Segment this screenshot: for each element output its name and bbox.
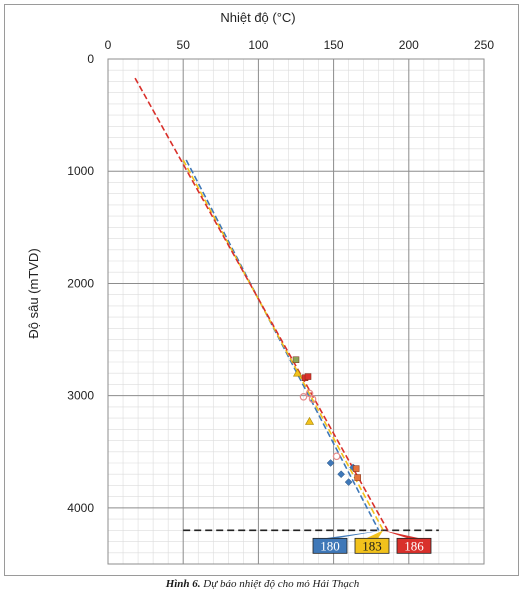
pointer-red xyxy=(383,530,420,539)
x-tick-label: 100 xyxy=(248,38,268,52)
figure-label: Hình 6. xyxy=(165,578,201,590)
figure-frame xyxy=(4,4,519,576)
y-tick-label: 4000 xyxy=(67,501,94,515)
x-axis-title: Nhiệt độ (°C) xyxy=(220,10,295,25)
prediction-label-blue: 180 xyxy=(320,538,340,553)
plot-border xyxy=(107,58,485,565)
y-tick-label: 0 xyxy=(87,52,94,66)
trend-line-red xyxy=(134,77,389,531)
data-point-blue xyxy=(326,459,335,467)
data-point-blue xyxy=(344,478,353,486)
data-point-pink xyxy=(308,395,317,403)
y-tick-label: 3000 xyxy=(67,389,94,403)
trend-line-yellow xyxy=(182,159,384,531)
data-point-orange xyxy=(354,474,361,481)
data-point-blue xyxy=(337,470,345,479)
data-point-green xyxy=(292,356,300,364)
y-axis-title: Độ sâu (mTVD) xyxy=(26,248,41,338)
prediction-box-blue xyxy=(312,537,348,554)
prediction-label-red: 186 xyxy=(404,538,424,553)
x-tick-label: 150 xyxy=(324,38,344,52)
prediction-box-yellow xyxy=(354,537,390,554)
figure-caption: Hình 6. Dự báo nhiệt độ cho mỏ Hải Thạch xyxy=(0,578,525,590)
pointer-blue xyxy=(324,530,384,539)
data-point-pink xyxy=(299,392,308,401)
data-point-yellow xyxy=(292,368,303,377)
data-point-pink xyxy=(332,452,341,461)
x-tick-label: 200 xyxy=(399,38,419,52)
x-tick-label: 250 xyxy=(474,38,494,52)
x-tick-label: 50 xyxy=(177,38,191,52)
y-tick-label: 1000 xyxy=(67,164,94,178)
chart: 0 50 100 150 200 250 0 1000 2000 3000 4000 Nhiệt độ… xyxy=(26,10,494,565)
data-point-red xyxy=(304,373,312,380)
figure-caption-text: Dự báo nhiệt độ cho mỏ Hải Thạch xyxy=(203,578,360,590)
data-point-yellow xyxy=(305,416,315,425)
prediction-box-red xyxy=(396,537,432,554)
x-tick-label: 0 xyxy=(105,38,112,52)
pointer-yellow xyxy=(366,530,384,539)
y-tick-label: 2000 xyxy=(67,276,94,290)
prediction-label-yellow: 183 xyxy=(362,538,382,553)
data-point-orange xyxy=(352,465,360,472)
data-point-pink xyxy=(305,389,314,398)
